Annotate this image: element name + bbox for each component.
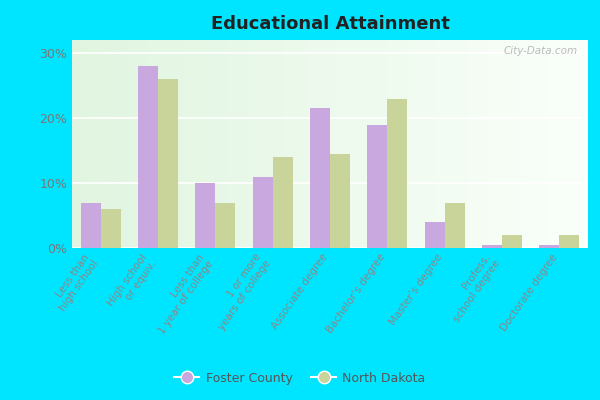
Bar bbox=[272, 157, 293, 248]
Bar bbox=[215, 202, 235, 248]
Text: Less than
high school: Less than high school bbox=[49, 252, 101, 313]
Text: 1 or more
years of college: 1 or more years of college bbox=[208, 252, 272, 332]
Bar bbox=[482, 245, 502, 248]
Title: Educational Attainment: Educational Attainment bbox=[211, 15, 449, 33]
Bar bbox=[101, 209, 121, 248]
Bar bbox=[195, 183, 215, 248]
Bar bbox=[158, 79, 178, 248]
Text: Less than
1 year of college: Less than 1 year of college bbox=[148, 252, 215, 336]
Text: City-Data.com: City-Data.com bbox=[503, 46, 578, 56]
Legend: Foster County, North Dakota: Foster County, North Dakota bbox=[169, 367, 431, 390]
Text: Master’s degree: Master’s degree bbox=[388, 252, 445, 327]
Bar bbox=[80, 202, 101, 248]
Text: Bachelor’s degree: Bachelor’s degree bbox=[325, 252, 388, 335]
Bar bbox=[539, 245, 559, 248]
Bar bbox=[367, 124, 388, 248]
Bar bbox=[388, 98, 407, 248]
Bar bbox=[425, 222, 445, 248]
Bar bbox=[310, 108, 330, 248]
Bar bbox=[445, 202, 465, 248]
Text: Doctorate degree: Doctorate degree bbox=[499, 252, 559, 333]
Text: Profess.
school degree: Profess. school degree bbox=[442, 252, 502, 324]
Bar bbox=[502, 235, 522, 248]
Text: High school
or equiv.: High school or equiv. bbox=[106, 252, 158, 314]
Bar bbox=[138, 66, 158, 248]
Text: Associate degree: Associate degree bbox=[270, 252, 330, 331]
Bar bbox=[253, 176, 272, 248]
Bar bbox=[559, 235, 580, 248]
Bar bbox=[330, 154, 350, 248]
